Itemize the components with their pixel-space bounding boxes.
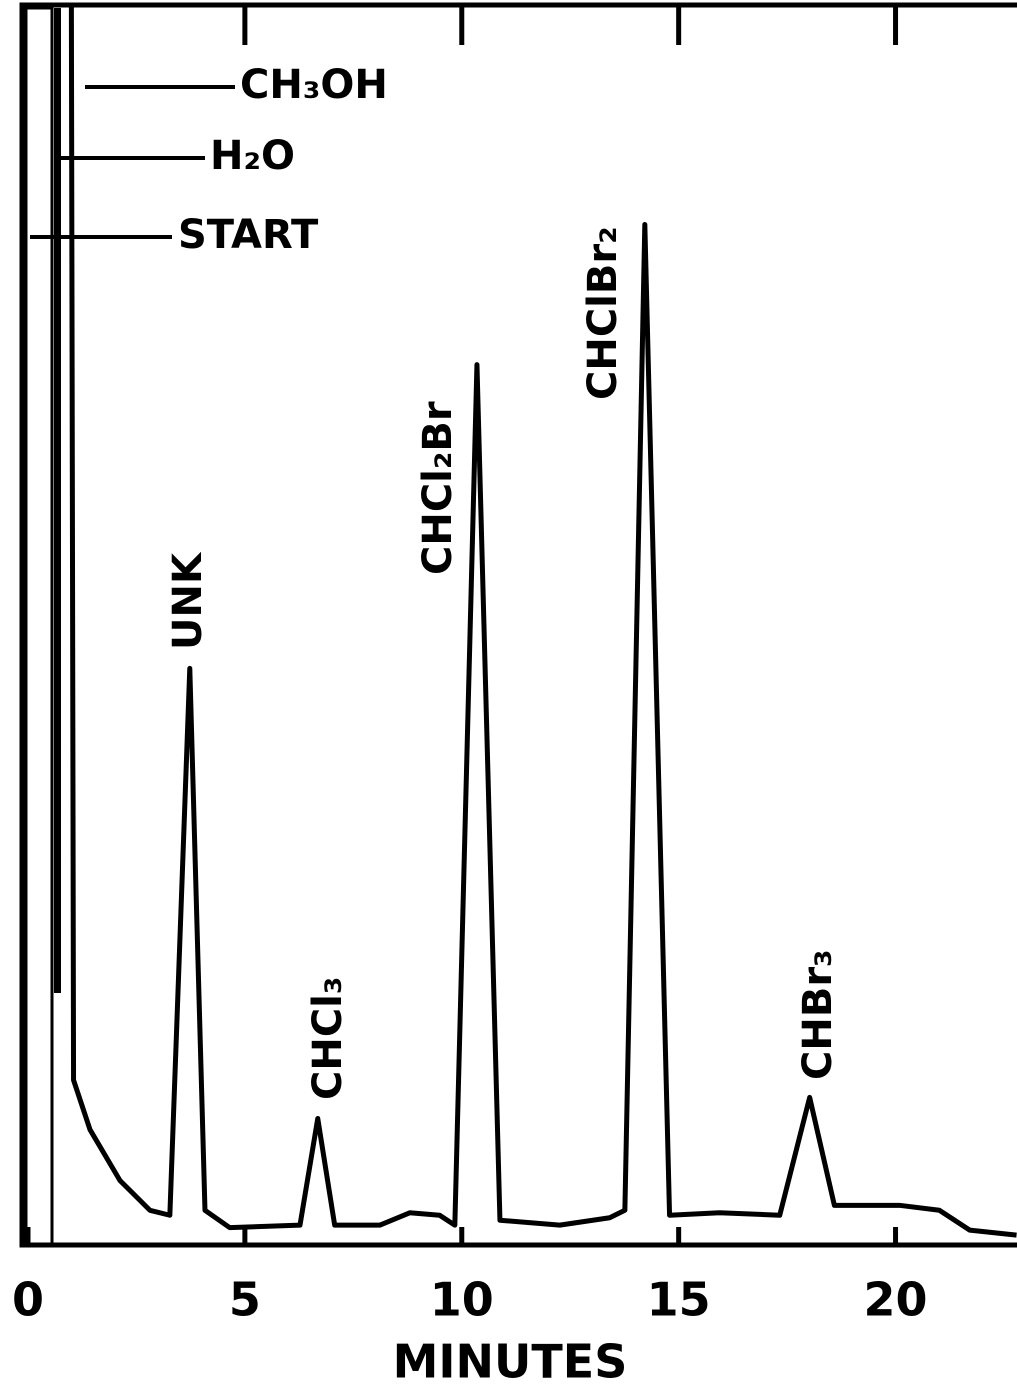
x-tick-label: 15 bbox=[647, 1273, 711, 1327]
peak-label: CHClBr₂ bbox=[580, 226, 626, 400]
peak-label: UNK bbox=[165, 551, 211, 650]
x-tick-label: 5 bbox=[229, 1273, 261, 1327]
peak-label: CHBr₃ bbox=[795, 949, 841, 1080]
trace bbox=[68, 4, 1017, 1238]
peak-label: CHCl₂Br bbox=[415, 401, 461, 575]
peak-label: CHCl₃ bbox=[305, 977, 351, 1100]
solvent-bar bbox=[54, 8, 61, 993]
x-axis-label: MINUTES bbox=[393, 1335, 628, 1389]
peak-label: H₂O bbox=[210, 133, 295, 179]
x-tick-label: 10 bbox=[430, 1273, 494, 1327]
plot-frame bbox=[19, 2, 1017, 1248]
peak-label: START bbox=[178, 212, 319, 258]
x-tick-label: 0 bbox=[12, 1273, 44, 1327]
x-tick-label: 20 bbox=[864, 1273, 928, 1327]
start-bar bbox=[24, 6, 54, 1246]
peak-label: CH₃OH bbox=[240, 62, 388, 108]
